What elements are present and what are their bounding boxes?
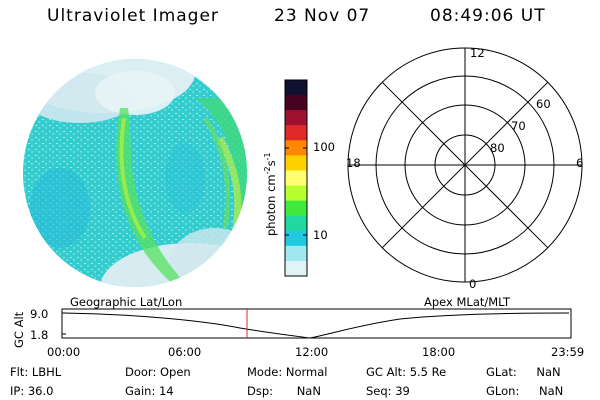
flt-value: LBHL <box>31 365 62 379</box>
polar-diagonal-2 <box>381 81 549 249</box>
y-tick-1-8: 1.8 <box>30 328 49 342</box>
auroral-image <box>23 59 247 287</box>
colorbar-band <box>285 185 307 202</box>
colorbar-band <box>285 155 307 171</box>
colorbar-tick-10: 10 <box>313 228 328 242</box>
altitude-curve <box>63 312 570 339</box>
mode-info: Mode: Normal <box>247 365 327 379</box>
colorbar-band <box>285 230 307 247</box>
gain-label: Gain: <box>125 384 156 398</box>
unit-text: photon cm <box>263 174 278 236</box>
seq-label: Seq: <box>366 384 392 398</box>
colorbar-band <box>285 140 307 156</box>
colorbar-band <box>285 245 307 262</box>
unit-exponent-1: -2 <box>263 166 272 175</box>
colorbar-band <box>285 215 307 232</box>
glat-info: GLat: NaN <box>486 365 561 379</box>
x-tick-1200: 12:00 <box>295 345 329 359</box>
dsp-value: NaN <box>296 384 321 398</box>
gcalt-label: GC Alt: <box>366 365 407 379</box>
colorbar-gradient <box>285 80 307 277</box>
gcalt-info: GC Alt: 5.5 Re <box>366 365 446 379</box>
geographic-label: Geographic Lat/Lon <box>70 295 183 309</box>
mlt-label-6: 6 <box>576 156 584 170</box>
x-tick-2359: 23:59 <box>551 345 585 359</box>
colorbar-band <box>285 200 307 217</box>
mlt-label-12: 12 <box>470 46 485 60</box>
door-info: Door: Open <box>125 365 191 379</box>
mlt-label-0: 0 <box>469 277 477 291</box>
time-label: 08:49:06 UT <box>430 6 546 26</box>
x-tick-0000: 00:00 <box>47 345 81 359</box>
colorbar-tick-100: 100 <box>313 140 335 154</box>
glat-value: NaN <box>536 365 561 379</box>
image-pixels <box>23 59 247 287</box>
x-tick-0600: 06:00 <box>168 345 202 359</box>
glon-label: GLon: <box>486 384 520 398</box>
gain-info: Gain: 14 <box>125 384 174 398</box>
seq-value: 39 <box>395 384 410 398</box>
filter-info: Flt: LBHL <box>10 365 61 379</box>
gain-value: 14 <box>158 384 174 398</box>
seq-info: Seq: 39 <box>366 384 410 398</box>
x-tick-1800: 18:00 <box>422 345 456 359</box>
y-tick-9: 9.0 <box>30 307 49 321</box>
gcalt-value: 5.5 Re <box>409 365 447 379</box>
door-value: Open <box>159 365 191 379</box>
timeline-frame <box>61 308 572 339</box>
glat-label: GLat: <box>486 365 517 379</box>
glon-info: GLon: NaN <box>486 384 563 398</box>
ip-value: 36.0 <box>27 384 54 398</box>
mlt-label-18: 18 <box>346 156 361 170</box>
colorbar <box>284 79 308 277</box>
lat-label-80: 80 <box>490 141 505 155</box>
colorbar-band <box>285 95 307 111</box>
dsp-label: Dsp: <box>247 384 274 398</box>
date-label: 23 Nov 07 <box>274 6 371 26</box>
ip-label: IP: <box>10 384 25 398</box>
mode-label: Mode: <box>247 365 283 379</box>
colorbar-band <box>285 260 307 277</box>
lat-label-60: 60 <box>536 97 551 111</box>
dsp-info: Dsp: NaN <box>247 384 321 398</box>
glon-value: NaN <box>538 384 564 398</box>
door-label: Door: <box>125 365 157 379</box>
mode-value: Normal <box>285 365 328 379</box>
orbit-timeline <box>61 308 572 339</box>
colorbar-band <box>285 125 307 141</box>
colorbar-band <box>285 110 307 126</box>
instrument-title: Ultraviolet Imager <box>47 6 219 26</box>
lat-label-70: 70 <box>511 119 526 133</box>
polar-grid <box>347 47 583 283</box>
unit-exponent-2: -1 <box>263 152 272 161</box>
flt-label: Flt: <box>10 365 29 379</box>
colorbar-band <box>285 80 307 96</box>
ip-info: IP: 36.0 <box>10 384 53 398</box>
apex-label: Apex MLat/MLT <box>424 295 511 309</box>
colorbar-band <box>285 170 307 187</box>
colorbar-unit: photon cm-2s-1 <box>263 152 278 236</box>
unit-seconds: s <box>263 160 278 167</box>
